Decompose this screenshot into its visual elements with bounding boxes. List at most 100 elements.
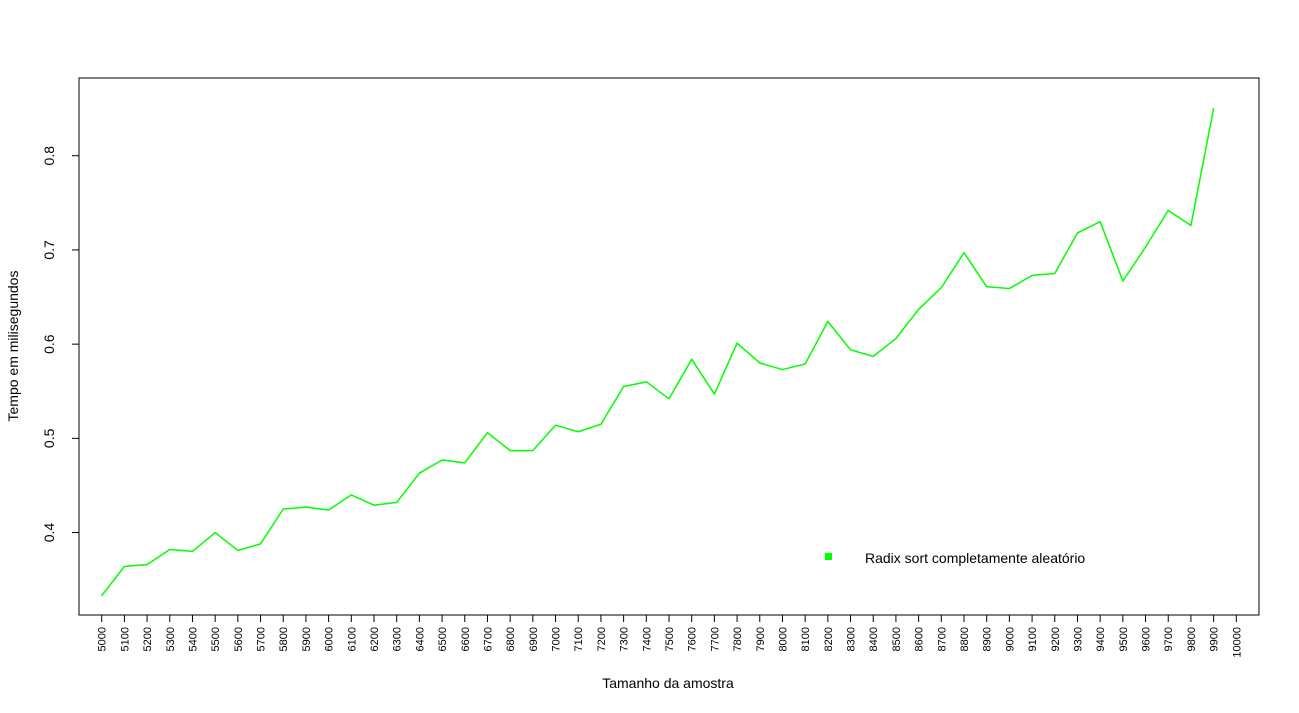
x-tick-label: 6500 [437,627,449,651]
data-point [532,450,534,452]
data-point [1008,287,1010,290]
x-tick-label: 5700 [256,627,268,651]
data-point [1144,246,1147,248]
x-tick-label: 5400 [187,627,199,651]
data-point [373,504,375,506]
data-point [350,494,352,496]
x-axis: 5000 5100 5200 5300 5400 5500 5600 5700 5800 5900… [97,614,1243,658]
y-tick-label: 0.5 [41,428,57,448]
data-point [827,320,829,323]
data-point [1122,280,1124,282]
x-tick-label: 8300 [846,627,858,651]
x-tick-label: 8200 [823,627,835,651]
x-tick-label: 7800 [732,627,744,651]
x-tick-label: 5900 [301,627,313,651]
x-tick-label: 5100 [119,627,131,651]
x-tick-label: 6600 [460,627,472,651]
data-point [872,355,874,357]
data-point [1076,232,1079,234]
x-tick-label: 6200 [369,627,381,651]
data-point [509,450,511,452]
data-point [146,563,148,566]
data-point [759,362,761,364]
x-tick-label: 8800 [959,627,971,651]
x-tick-label: 5600 [233,627,245,651]
data-point [577,431,579,433]
x-tick-label: 9500 [1118,627,1130,651]
x-tick-label: 9700 [1163,627,1175,651]
x-tick-label: 7600 [687,627,699,651]
x-tick-label: 6900 [528,627,540,651]
x-tick-label: 6800 [505,627,517,651]
x-tick-label: 8100 [800,627,812,651]
series-line-0 [101,108,1215,597]
y-tick-label: 0.4 [41,523,57,543]
x-tick-label: 8400 [868,627,880,651]
x-tick-label: 8000 [777,627,789,651]
data-point [486,432,489,434]
y-tick-label: 0.7 [41,240,57,260]
data-point [328,509,330,511]
data-point [895,337,897,340]
x-tick-label: 6700 [482,627,494,651]
data-point [963,252,965,254]
data-point [169,548,171,551]
data-point [1054,272,1056,275]
data-point [713,393,715,395]
x-tick-label: 6000 [324,627,336,651]
data-point [668,398,670,400]
x-tick-label: 5300 [165,627,177,651]
x-tick-label: 8500 [891,627,903,651]
data-point [691,358,693,360]
data-point [804,363,806,365]
data-point [441,459,443,461]
x-axis-label: Tamanho da amostra [602,675,734,691]
x-tick-label: 5000 [97,627,109,651]
x-tick-label: 8600 [914,627,926,651]
y-axis-label: Tempo em milisegundos [5,271,21,422]
data-point [600,423,602,425]
data-point [918,308,920,310]
data-point [1167,209,1169,211]
data-point [849,349,852,351]
data-point [1031,274,1033,276]
legend-label: Radix sort completamente aleatório [865,550,1085,566]
x-tick-label: 9200 [1050,627,1062,651]
x-tick-label: 9000 [1004,627,1016,651]
x-tick-label: 7900 [755,627,767,651]
series-layer [101,108,1215,597]
x-tick-label: 9100 [1027,627,1039,651]
x-tick-label: 5200 [142,627,154,651]
data-point [282,508,284,510]
x-tick-label: 7700 [709,627,721,651]
data-point [237,549,239,552]
x-tick-label: 10000 [1231,627,1243,658]
data-point [623,385,625,388]
legend: Radix sort completamente aleatório [825,550,1085,566]
data-point [1190,224,1192,227]
x-tick-label: 7400 [641,627,653,651]
x-tick-label: 9400 [1095,627,1107,651]
data-point [1099,221,1101,223]
x-tick-label: 7500 [664,627,676,651]
data-point [464,462,466,464]
x-tick-label: 7000 [551,627,563,651]
data-point [305,506,307,508]
x-tick-label: 7100 [573,627,585,651]
x-tick-label: 5500 [210,627,222,651]
data-point [101,595,103,597]
y-axis: 0.4 0.5 0.6 0.7 0.8 [41,146,80,543]
data-point [554,424,557,426]
data-point [1213,108,1215,110]
data-point [781,368,784,371]
x-tick-label: 9900 [1209,627,1221,651]
data-point [259,543,262,545]
x-tick-label: 6300 [392,627,404,651]
x-tick-label: 9800 [1186,627,1198,651]
data-point [986,286,988,288]
x-tick-label: 6100 [346,627,358,651]
data-point [396,501,398,504]
x-tick-label: 8900 [982,627,994,651]
plot-frame [78,77,1260,616]
